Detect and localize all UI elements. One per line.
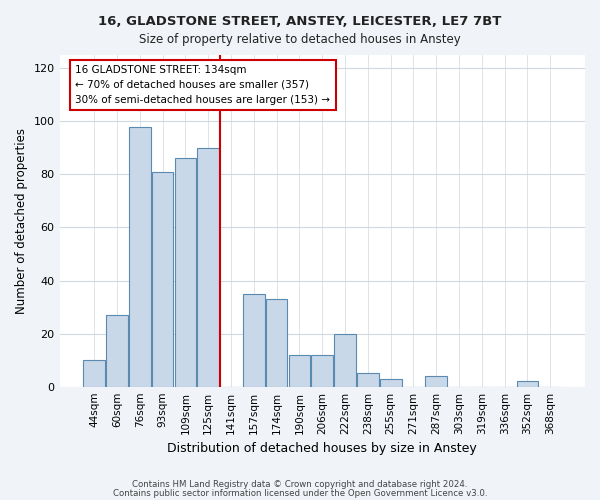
- Bar: [266, 299, 287, 386]
- Bar: [334, 334, 356, 386]
- Bar: [243, 294, 265, 386]
- Text: Size of property relative to detached houses in Anstey: Size of property relative to detached ho…: [139, 32, 461, 46]
- Bar: [106, 315, 128, 386]
- Text: 16 GLADSTONE STREET: 134sqm
← 70% of detached houses are smaller (357)
30% of se: 16 GLADSTONE STREET: 134sqm ← 70% of det…: [76, 65, 331, 104]
- Bar: [380, 378, 401, 386]
- Y-axis label: Number of detached properties: Number of detached properties: [15, 128, 28, 314]
- Bar: [289, 355, 310, 386]
- Bar: [425, 376, 447, 386]
- Text: 16, GLADSTONE STREET, ANSTEY, LEICESTER, LE7 7BT: 16, GLADSTONE STREET, ANSTEY, LEICESTER,…: [98, 15, 502, 28]
- Bar: [357, 374, 379, 386]
- Bar: [175, 158, 196, 386]
- Bar: [311, 355, 333, 386]
- Bar: [517, 382, 538, 386]
- Text: Contains HM Land Registry data © Crown copyright and database right 2024.: Contains HM Land Registry data © Crown c…: [132, 480, 468, 489]
- Bar: [83, 360, 105, 386]
- Bar: [152, 172, 173, 386]
- Text: Contains public sector information licensed under the Open Government Licence v3: Contains public sector information licen…: [113, 488, 487, 498]
- Bar: [129, 126, 151, 386]
- Bar: [197, 148, 219, 386]
- X-axis label: Distribution of detached houses by size in Anstey: Distribution of detached houses by size …: [167, 442, 477, 455]
